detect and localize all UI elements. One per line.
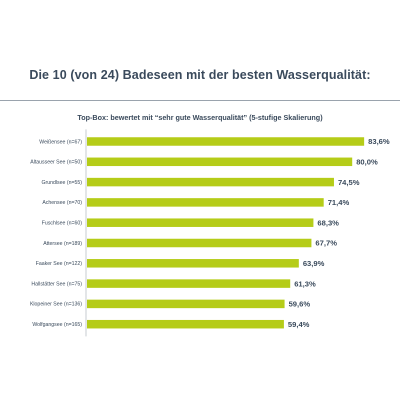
category-label: Attersee (n=189) (43, 241, 82, 247)
bar (87, 137, 365, 146)
value-label: 67,7% (315, 239, 337, 248)
value-label: 83,6% (368, 137, 390, 146)
value-label: 63,9% (303, 259, 325, 268)
chart-title: Die 10 (von 24) Badeseen mit der besten … (29, 68, 371, 82)
bar (87, 157, 353, 167)
category-label: Fuschlsee (n=60) (42, 221, 82, 227)
bar (87, 299, 285, 309)
category-label: Grundlsee (n=55) (41, 180, 82, 186)
chart-subtitle: Top-Box: bewertet mit “sehr gute Wasserq… (77, 113, 323, 122)
value-label: 80,0% (356, 158, 378, 167)
category-label: Faaker See (n=122) (36, 261, 83, 267)
value-label: 59,6% (289, 300, 311, 309)
category-label: Achensee (n=70) (42, 200, 82, 206)
bar (87, 319, 284, 329)
value-label: 68,3% (317, 218, 339, 227)
bar-group: Weißensee (n=67) 83,6% Altausseer See (n=5… (30, 137, 390, 329)
value-label: 74,5% (338, 178, 360, 187)
value-label: 59,4% (288, 320, 310, 329)
bar (87, 218, 314, 227)
bar (87, 259, 299, 268)
bar (87, 279, 291, 288)
category-label: Wolfgangsee (n=165) (32, 322, 82, 328)
category-label: Hallstätter See (n=75) (31, 281, 82, 287)
bar (87, 177, 334, 187)
value-label: 71,4% (328, 198, 350, 207)
bar (87, 198, 324, 207)
bar (87, 238, 312, 248)
value-label: 61,3% (294, 279, 316, 288)
title-divider (0, 100, 400, 101)
category-label: Altausseer See (n=50) (30, 160, 82, 166)
category-label: Klopeiner See (n=136) (30, 302, 82, 308)
category-label: Weißensee (n=67) (39, 139, 82, 145)
